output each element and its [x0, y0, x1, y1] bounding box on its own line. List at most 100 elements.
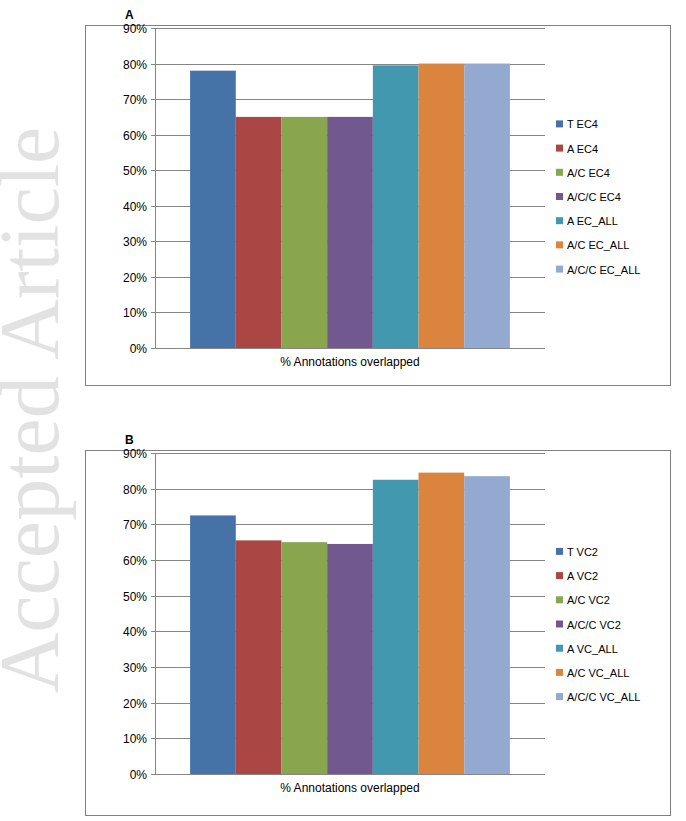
tick-label: 90% [123, 22, 147, 36]
tick-mark [151, 135, 155, 136]
tick-mark [151, 206, 155, 207]
legend-swatch [556, 596, 563, 603]
legend-label: A/C/C VC_ALL [567, 691, 640, 703]
tick-label: 40% [123, 625, 147, 639]
bar [281, 542, 327, 774]
tick-label: 80% [123, 483, 147, 497]
bar [236, 117, 282, 348]
bar [190, 515, 236, 774]
page: Accepted Article A 0% 10% 20% 30% 40% 50% 60% 70%… [0, 0, 686, 821]
tick-mark [151, 560, 155, 561]
grid-line [155, 774, 545, 775]
bars [190, 473, 510, 774]
y-axis [155, 28, 156, 348]
legend-label: A EC_ALL [567, 215, 618, 227]
tick-mark [151, 99, 155, 100]
category-label: % Annotations overlapped [280, 781, 419, 795]
x-axis [155, 348, 545, 349]
tick-label: 40% [123, 200, 147, 214]
bar [327, 117, 373, 348]
legend-swatch [556, 621, 563, 628]
panel: B 0% 10% 20% 30% 40% 50% 60% 70% 80% 90% % Annotati… [86, 433, 671, 816]
legend-label: A/C EC_ALL [567, 239, 629, 251]
legend-label: A/C VC_ALL [567, 667, 629, 679]
tick-mark [151, 453, 155, 454]
tick-mark [151, 170, 155, 171]
legend-label: A/C VC2 [567, 594, 610, 606]
tick-label: 60% [123, 129, 147, 143]
bar [190, 71, 236, 348]
tick-label: 70% [123, 518, 147, 532]
bar [419, 64, 465, 348]
tick-mark [151, 241, 155, 242]
tick-mark [151, 64, 155, 65]
y-axis [155, 453, 156, 774]
legend-label: A EC4 [567, 143, 598, 155]
legend-label: A VC_ALL [567, 643, 618, 655]
bar [373, 480, 419, 774]
legend-swatch [556, 266, 563, 273]
tick-mark [151, 596, 155, 597]
tick-mark [151, 774, 155, 775]
tick-mark [151, 312, 155, 313]
grid-line [155, 348, 545, 349]
category-label: % Annotations overlapped [280, 355, 419, 369]
panel-label: A [125, 8, 134, 22]
tick-mark [151, 489, 155, 490]
x-axis [155, 774, 545, 775]
tick-mark [151, 667, 155, 668]
tick-label: 10% [123, 732, 147, 746]
bars [190, 64, 510, 348]
chart-frame [86, 26, 671, 386]
legend-label: T VC2 [567, 546, 598, 558]
bar [327, 544, 373, 774]
watermark: Accepted Article [0, 127, 76, 694]
tick-label: 50% [123, 590, 147, 604]
panel: A 0% 10% 20% 30% 40% 50% 60% 70% 80% 90% % Annotati… [86, 8, 671, 386]
tick-label: 20% [123, 697, 147, 711]
tick-mark [151, 28, 155, 29]
bar [464, 64, 510, 348]
tick-label: 70% [123, 93, 147, 107]
legend-swatch [556, 241, 563, 248]
tick-label: 80% [123, 58, 147, 72]
tick-mark [151, 348, 155, 349]
bar [236, 540, 282, 774]
chart-frame [86, 451, 671, 816]
legend-swatch [556, 645, 563, 652]
tick-label: 90% [123, 447, 147, 461]
legend-swatch [556, 169, 563, 176]
bar [419, 473, 465, 774]
tick-label: 20% [123, 271, 147, 285]
tick-mark [151, 524, 155, 525]
bar [281, 117, 327, 348]
panel-label: B [125, 433, 134, 447]
bar [373, 65, 419, 348]
legend-label: A/C/C EC_ALL [567, 264, 640, 276]
legend-swatch [556, 693, 563, 700]
tick-mark [151, 277, 155, 278]
legend-swatch [556, 572, 563, 579]
legend-label: A/C/C VC2 [567, 619, 621, 631]
tick-mark [151, 738, 155, 739]
legend-label: A/C/C EC4 [567, 191, 621, 203]
legend-swatch [556, 193, 563, 200]
tick-label: 30% [123, 661, 147, 675]
tick-label: 0% [130, 342, 148, 356]
figure: Accepted Article A 0% 10% 20% 30% 40% 50% 60% 70%… [0, 0, 686, 821]
tick-mark [151, 631, 155, 632]
tick-label: 60% [123, 554, 147, 568]
tick-label: 10% [123, 306, 147, 320]
bar [464, 476, 510, 774]
legend-label: A VC2 [567, 570, 598, 582]
tick-label: 30% [123, 235, 147, 249]
legend-swatch [556, 120, 563, 127]
legend-swatch [556, 548, 563, 555]
legend-swatch [556, 217, 563, 224]
tick-label: 0% [130, 768, 148, 782]
legend-label: T EC4 [567, 118, 598, 130]
tick-mark [151, 703, 155, 704]
tick-label: 50% [123, 164, 147, 178]
grid-line [155, 28, 545, 29]
legend-swatch [556, 669, 563, 676]
